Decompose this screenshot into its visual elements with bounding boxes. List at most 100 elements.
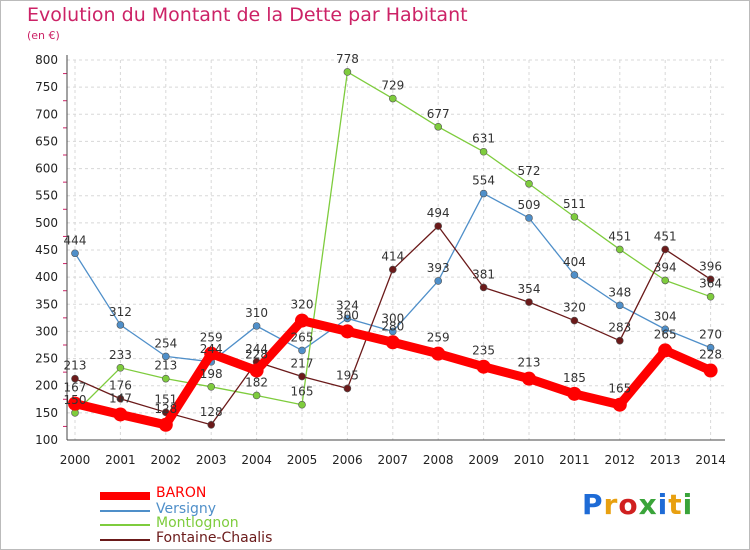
data-label: 280 [381, 319, 404, 333]
data-point [249, 363, 264, 378]
data-point [207, 420, 215, 429]
x-tick-label: 2009 [468, 453, 499, 467]
data-point [298, 400, 306, 409]
data-point [570, 271, 579, 279]
data-label: 228 [699, 348, 722, 362]
y-tick-label: 150 [35, 406, 58, 420]
x-tick-label: 2001 [105, 453, 136, 467]
data-label: 364 [699, 277, 722, 291]
data-point [116, 321, 125, 329]
data-label: 381 [472, 267, 495, 281]
data-label: 265 [291, 330, 314, 344]
x-tick-label: 2007 [378, 453, 409, 467]
data-point [570, 316, 579, 325]
legend-swatch-montlognon [100, 524, 150, 526]
data-label: 150 [64, 393, 87, 407]
data-point [434, 122, 443, 131]
data-point [71, 374, 79, 383]
data-label: 572 [518, 164, 541, 178]
data-point [479, 283, 488, 292]
data-label: 324 [336, 298, 359, 312]
legend-label-montlognon: Montlognon [156, 515, 239, 531]
chart-title: Evolution du Montant de la Dette par Hab… [27, 4, 468, 26]
data-point [162, 374, 170, 383]
x-tick-label: 2003 [196, 453, 227, 467]
data-label: 554 [472, 174, 495, 188]
data-label: 300 [336, 308, 359, 322]
data-label: 304 [654, 309, 677, 323]
data-point [525, 298, 533, 306]
legend-label-fontaine-chaalis: Fontaine-Chaalis [156, 530, 273, 546]
data-point [525, 179, 533, 188]
data-label: 244 [200, 342, 223, 356]
data-label: 176 [109, 379, 132, 393]
data-point [343, 314, 352, 323]
x-tick-label: 2006 [332, 453, 363, 467]
data-label: 451 [654, 229, 677, 243]
data-point [706, 343, 715, 352]
data-point [343, 384, 352, 393]
data-point [162, 352, 170, 361]
y-tick-label: 450 [35, 243, 58, 257]
data-label: 185 [563, 371, 586, 385]
data-label: 348 [608, 285, 631, 299]
grid [67, 59, 725, 441]
y-tick-label: 700 [35, 107, 58, 121]
data-label: 182 [245, 375, 268, 389]
data-label: 404 [563, 255, 586, 269]
data-point [661, 325, 670, 334]
data-point [295, 313, 309, 328]
data-label: 394 [654, 260, 677, 274]
data-point [68, 396, 82, 411]
data-label: 235 [472, 344, 495, 358]
data-label: 310 [245, 306, 268, 320]
data-label: 233 [109, 348, 132, 362]
data-label: 198 [200, 367, 223, 381]
data-label: 511 [563, 197, 586, 211]
data-label: 259 [200, 331, 223, 345]
y-tick-label: 550 [35, 189, 58, 203]
data-label: 320 [563, 301, 586, 315]
y-tick-label: 500 [35, 216, 58, 230]
chart-subtitle: (en €) [27, 29, 60, 42]
data-label: 300 [381, 311, 404, 325]
x-tick-label: 2004 [241, 453, 272, 467]
x-tick-label: 2012 [605, 453, 636, 467]
x-tick-label: 2002 [151, 453, 182, 467]
data-label: 396 [699, 259, 722, 273]
data-label: 320 [291, 298, 314, 312]
data-label: 270 [699, 328, 722, 342]
x-tick-label: 2008 [423, 453, 454, 467]
data-point [252, 322, 261, 330]
data-label: 494 [427, 206, 450, 220]
data-label: 165 [291, 385, 314, 399]
data-label: 444 [64, 233, 87, 247]
legend-label-versigny: Versigny [156, 501, 217, 517]
y-tick-label: 250 [35, 352, 58, 366]
data-point [661, 245, 670, 254]
data-point [476, 359, 491, 374]
data-label: 128 [154, 402, 177, 416]
data-point [385, 335, 400, 350]
data-point [207, 382, 215, 391]
data-label: 147 [109, 391, 132, 405]
data-label: 283 [608, 321, 631, 335]
data-point [612, 397, 627, 412]
data-label: 213 [518, 356, 541, 370]
data-point [298, 346, 306, 355]
data-point [522, 371, 536, 386]
data-point [658, 343, 673, 358]
data-label: 244 [245, 342, 268, 356]
data-label: 217 [291, 356, 314, 370]
data-point [479, 147, 488, 156]
data-point [116, 394, 125, 403]
data-point [567, 386, 582, 401]
data-label: 312 [109, 305, 132, 319]
data-point [615, 336, 624, 345]
series [68, 68, 718, 432]
y-tick-label: 650 [35, 134, 58, 148]
data-label: 778 [336, 52, 359, 66]
data-point [252, 391, 261, 400]
data-label: 213 [64, 359, 87, 373]
data-point [388, 265, 397, 274]
